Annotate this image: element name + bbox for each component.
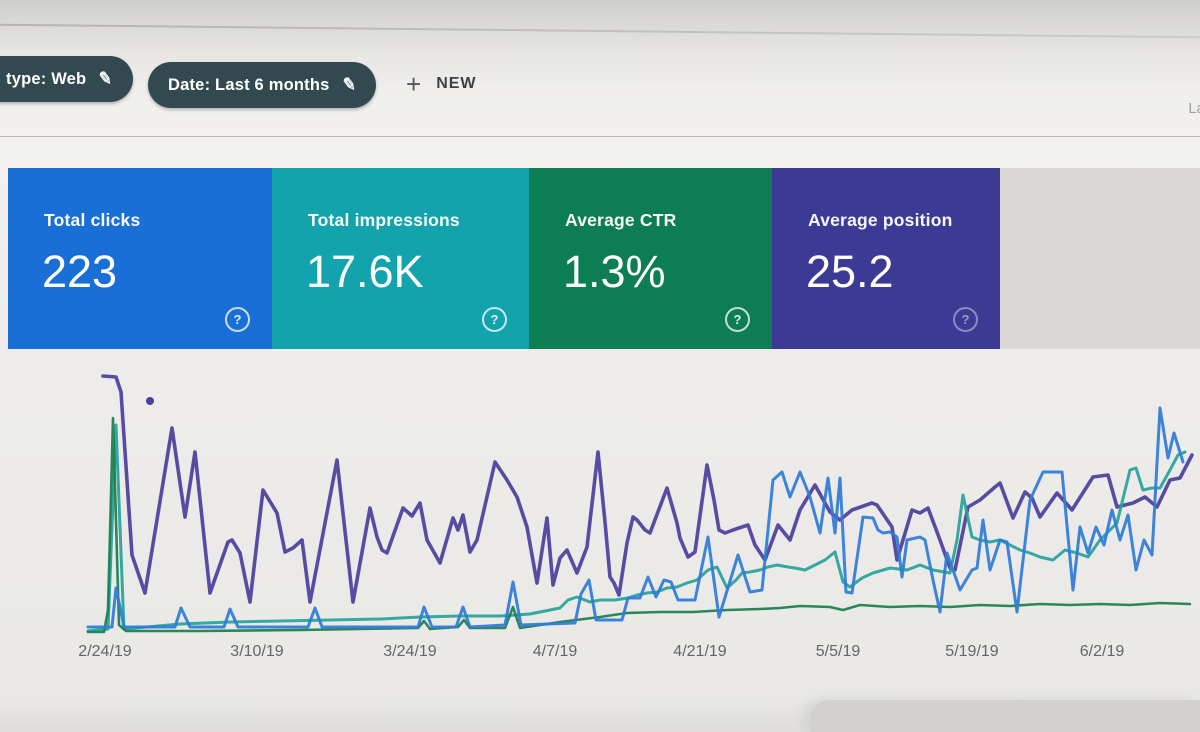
monitor-bezel-seam [0,23,1200,39]
series-average-ctr [86,416,1192,634]
help-icon[interactable]: ? [725,307,750,332]
series-total-clicks [86,406,1185,629]
card-label: Total clicks [44,210,141,230]
filter-chip-date[interactable]: Date: Last 6 months ✎ [148,62,376,108]
help-icon[interactable]: ? [953,307,978,332]
series-total-impressions [86,423,1187,633]
edit-pencil-icon[interactable]: ✎ [97,68,115,89]
bottom-right-panel-edge [810,700,1200,732]
filter-toolbar: type: Web ✎ Date: Last 6 months ✎ + NEW … [0,0,1200,137]
performance-panel: Total clicks 223 ? Total impressions 17.… [0,137,1200,732]
card-value: 25.2 [806,246,894,297]
x-axis-tick: 6/2/19 [1079,643,1125,660]
card-total-clicks[interactable]: Total clicks 223 ? [8,168,272,349]
series-average-position [101,374,1194,604]
x-axis-tick: 5/5/19 [815,643,861,660]
x-axis-labels: 2/24/19 3/10/19 3/24/19 4/7/19 4/21/19 5/5/19… [78,643,1195,669]
card-average-ctr[interactable]: Average CTR 1.3% ? [529,168,772,349]
x-axis-tick: 2/24/19 [78,643,132,660]
metric-cards: Total clicks 223 ? Total impressions 17.… [8,168,1000,349]
chip-date-label: Date: Last 6 months [168,75,330,94]
card-total-impressions[interactable]: Total impressions 17.6K ? [272,168,529,349]
x-axis-tick: 4/7/19 [532,643,578,660]
x-axis-tick: 4/21/19 [673,643,727,660]
new-filter-button[interactable]: + NEW [406,69,477,99]
card-label: Total impressions [308,210,460,230]
edit-pencil-icon[interactable]: ✎ [340,74,358,95]
card-average-position[interactable]: Average position 25.2 ? [772,168,1000,349]
filter-chip-search-type[interactable]: type: Web ✎ [0,56,133,102]
x-axis-tick: 5/19/19 [945,643,999,660]
x-axis-tick: 3/24/19 [383,643,437,660]
card-label: Average position [808,210,953,230]
cards-right-gutter [1000,168,1200,349]
card-value: 223 [42,246,118,297]
isolated-data-point [146,397,154,405]
card-value: 1.3% [563,246,666,297]
clipped-text-fragment: La [1188,100,1200,117]
performance-line-chart[interactable] [85,370,1195,634]
plus-icon: + [406,69,423,99]
card-label: Average CTR [565,210,677,230]
card-value: 17.6K [306,246,424,297]
help-icon[interactable]: ? [482,307,507,332]
chip-search-type-label: type: Web [6,69,87,88]
x-axis-tick: 3/10/19 [230,643,284,660]
help-icon[interactable]: ? [225,307,250,332]
new-filter-label: NEW [436,75,477,92]
chart-canvas [86,374,1194,634]
